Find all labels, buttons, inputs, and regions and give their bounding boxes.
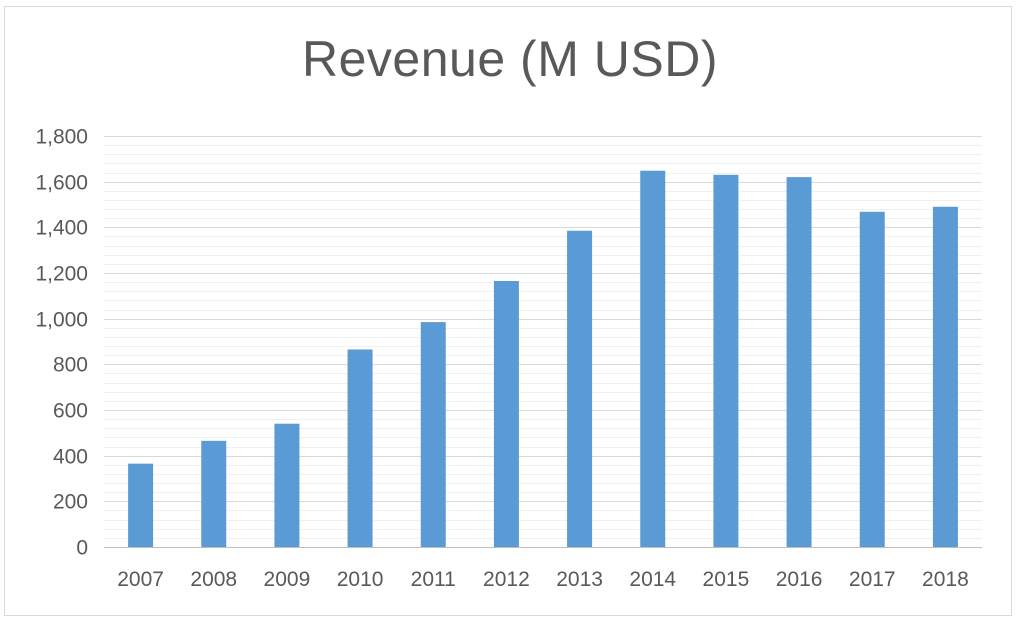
y-tick-label: 1,600 <box>35 172 88 195</box>
x-tick-label: 2011 <box>411 568 456 591</box>
x-tick-label: 2017 <box>849 568 896 591</box>
x-tick-label: 2010 <box>337 568 384 591</box>
bar-2014 <box>640 170 666 547</box>
x-tick-label: 2013 <box>556 568 603 591</box>
x-tick-label: 2015 <box>703 568 750 591</box>
x-axis-tick-labels: 2007 2008 2009 2010 2011 2012 2013 2014 2015 2016… <box>117 568 969 591</box>
y-axis-tick-labels: 0 200 400 600 800 1,000 1,200 1,400 1,600 1,800 <box>35 126 88 560</box>
bar-2013 <box>567 230 593 547</box>
x-tick-label: 2012 <box>483 568 530 591</box>
x-tick-label: 2009 <box>264 568 311 591</box>
bars <box>128 170 958 548</box>
minor-gridlines <box>104 145 982 539</box>
y-tick-label: 400 <box>53 446 88 469</box>
bar-2015 <box>713 174 739 548</box>
x-tick-label: 2018 <box>922 568 969 591</box>
x-tick-label: 2008 <box>190 568 237 591</box>
bar-2008 <box>201 440 227 547</box>
y-tick-label: 1,000 <box>35 309 88 332</box>
y-tick-label: 1,200 <box>35 263 88 286</box>
bar-2010 <box>347 349 373 547</box>
y-tick-label: 800 <box>53 354 88 377</box>
bar-2011 <box>420 322 446 547</box>
y-tick-label: 600 <box>53 400 88 423</box>
y-tick-label: 1,400 <box>35 217 88 240</box>
bar-2007 <box>128 463 154 547</box>
x-tick-label: 2007 <box>117 568 164 591</box>
x-tick-label: 2016 <box>776 568 823 591</box>
y-tick-label: 200 <box>53 491 88 514</box>
bar-2017 <box>859 211 885 547</box>
x-tick-label: 2014 <box>629 568 676 591</box>
y-tick-label: 1,800 <box>35 126 88 149</box>
chart-title: Revenue (M USD) <box>302 31 718 87</box>
bar-2009 <box>274 423 300 547</box>
major-gridlines <box>104 136 982 502</box>
bar-2016 <box>786 177 812 547</box>
y-tick-label: 0 <box>76 537 88 560</box>
bar-2018 <box>932 206 958 548</box>
bar-2012 <box>493 280 519 547</box>
